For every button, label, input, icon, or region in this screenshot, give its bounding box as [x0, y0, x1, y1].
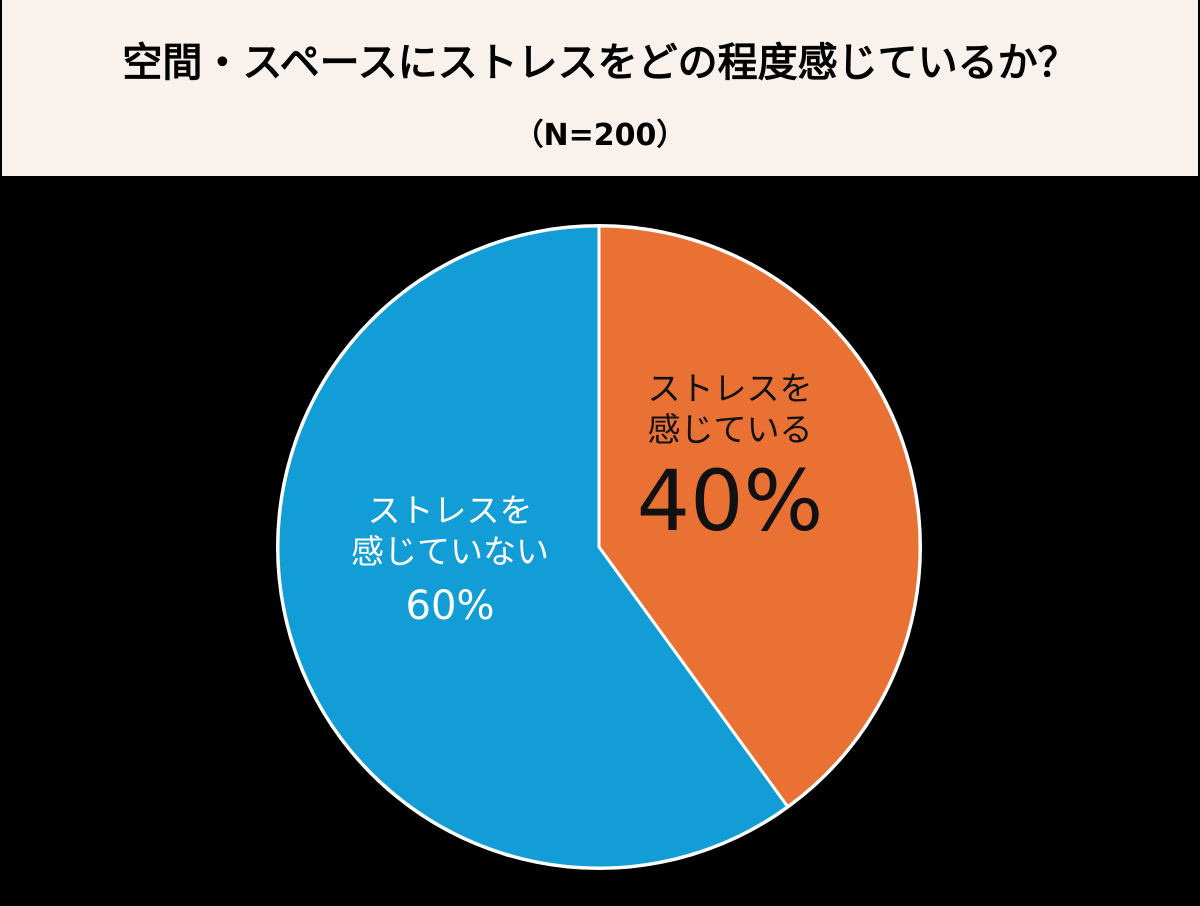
slice-label-line2: 感じている	[647, 410, 813, 450]
slice-label-not-stressed: ストレスを 感じていない 60%	[328, 490, 572, 631]
chart-header: 空間・スペースにストレスをどの程度感じているか？ （N=200）	[2, 0, 1198, 176]
chart-title: 空間・スペースにストレスをどの程度感じているか？	[122, 40, 1078, 86]
slice-percent: 60%	[405, 582, 495, 629]
slice-label-line1: ストレスを	[367, 491, 533, 530]
pie-slice-not-stressed	[276, 224, 790, 870]
pie-slice-stressed	[597, 224, 922, 809]
slice-label-line2: 感じていない	[351, 532, 549, 572]
slice-label-line1: ストレスを	[647, 369, 813, 408]
chart-subtitle: （N=200）	[513, 118, 687, 153]
slice-percent: 40%	[636, 451, 824, 550]
slice-label-stressed: ストレスを 感じている 40%	[610, 368, 850, 545]
